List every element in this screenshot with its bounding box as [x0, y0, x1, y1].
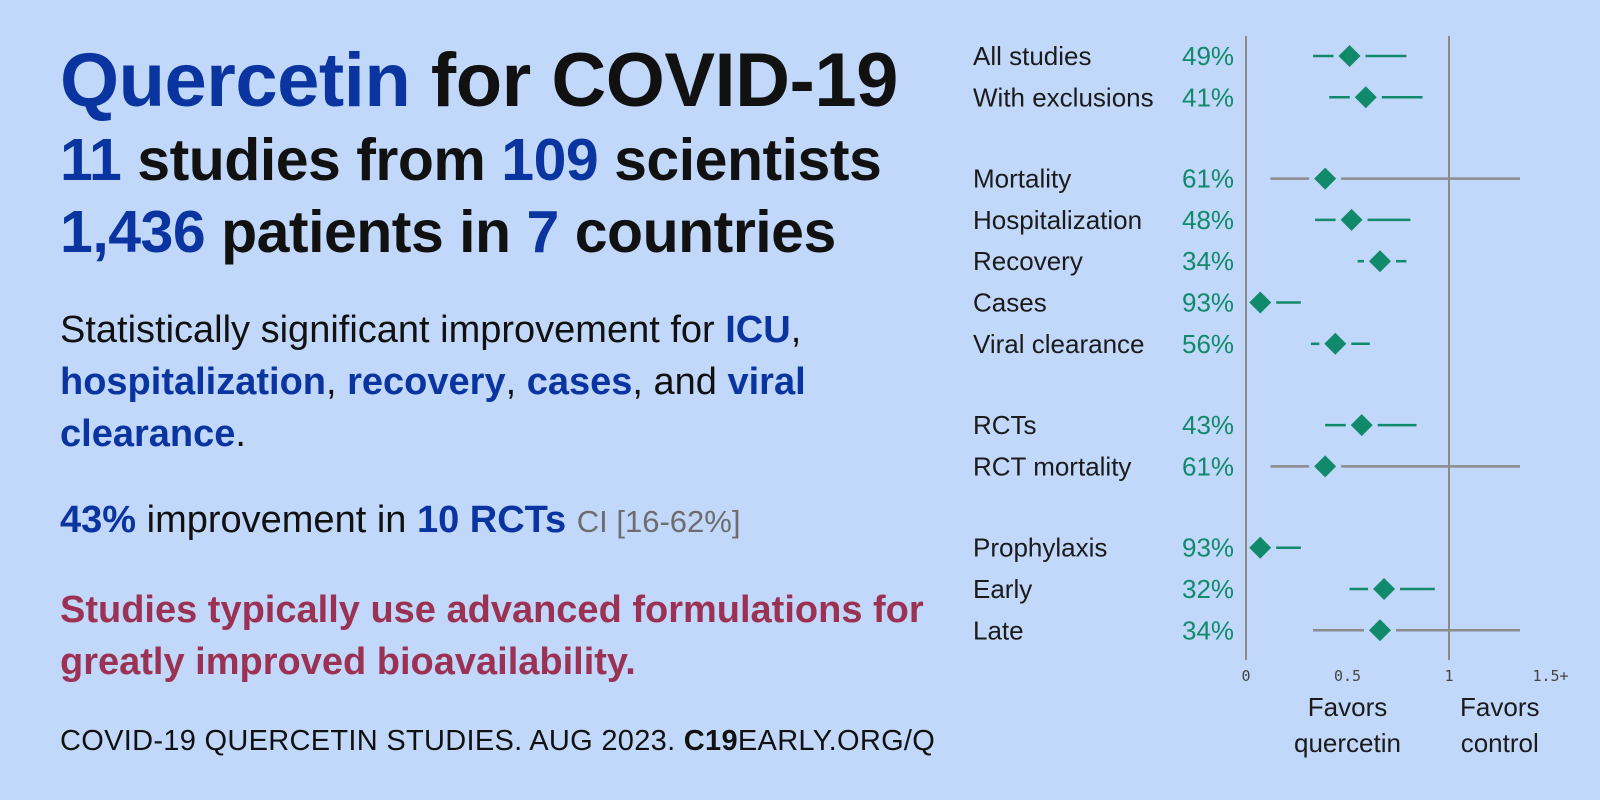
summary-end: .	[235, 413, 246, 455]
row-percent-mortality: 61%	[1182, 164, 1234, 194]
favors-control-label-0: Favors	[1460, 692, 1539, 722]
estimate-diamond-viral-clearance	[1324, 332, 1347, 355]
estimate-diamond-hospitalization	[1340, 208, 1363, 231]
page-title: Quercetin for COVID-19	[60, 38, 940, 124]
headline-panel: Quercetin for COVID-19 11 studies from 1…	[60, 38, 940, 688]
summary-text: Statistically significant improvement fo…	[60, 304, 940, 460]
countries-text: countries	[574, 199, 837, 265]
favors-quercetin-label-0: Favors	[1308, 692, 1387, 722]
estimate-diamond-rct-mortality	[1314, 455, 1337, 478]
row-label-prophylaxis: Prophylaxis	[973, 533, 1107, 563]
countries-count: 7	[526, 199, 560, 265]
row-percent-recovery: 34%	[1182, 246, 1234, 276]
row-percent-prophylaxis: 93%	[1182, 533, 1234, 563]
estimate-diamond-cases	[1249, 291, 1272, 314]
row-percent-cases: 93%	[1182, 288, 1234, 318]
summary-term-icu: ICU	[725, 309, 791, 351]
x-tick-3: 1.5+	[1532, 667, 1568, 685]
x-tick-2: 1	[1444, 667, 1453, 685]
row-label-late: Late	[973, 615, 1024, 645]
patients-count: 1,436	[60, 199, 206, 265]
rct-ci: CI [16-62%]	[576, 504, 741, 539]
row-label-viral-clearance: Viral clearance	[973, 329, 1145, 359]
footer-prefix: COVID-19 QUERCETIN STUDIES. AUG 2023.	[60, 725, 676, 757]
row-label-all-studies: All studies	[973, 41, 1092, 71]
favors-quercetin-label-1: quercetin	[1294, 728, 1401, 758]
x-tick-1: 0.5	[1334, 667, 1361, 685]
summary-sep: ,	[790, 309, 802, 351]
row-percent-rct-mortality: 61%	[1182, 451, 1234, 481]
estimate-diamond-rcts	[1350, 414, 1373, 437]
estimate-diamond-recovery	[1368, 250, 1391, 273]
studies-count: 11	[60, 127, 122, 193]
row-percent-rcts: 43%	[1182, 410, 1234, 440]
summary-sep: ,	[505, 361, 517, 403]
row-percent-late: 34%	[1182, 615, 1234, 645]
drug-name: Quercetin	[60, 38, 411, 123]
estimate-diamond-all-studies	[1338, 45, 1361, 67]
row-label-hospitalization: Hospitalization	[973, 205, 1142, 235]
favors-control-label-1: control	[1461, 728, 1539, 758]
footer-site-bold: C19	[683, 725, 738, 757]
row-percent-viral-clearance: 56%	[1182, 329, 1234, 359]
estimate-diamond-prophylaxis	[1249, 536, 1272, 559]
estimate-diamond-early	[1373, 578, 1396, 600]
estimate-diamond-mortality	[1314, 167, 1337, 190]
row-label-rct-mortality: RCT mortality	[973, 451, 1131, 481]
summary-term-viral-clearance: viral clearance	[60, 361, 806, 455]
row-percent-with-exclusions: 41%	[1182, 82, 1234, 112]
row-label-mortality: Mortality	[973, 164, 1071, 194]
scientists-text: scientists	[614, 127, 882, 193]
patients-text: patients in	[221, 199, 511, 265]
row-percent-all-studies: 49%	[1182, 41, 1234, 71]
summary-term-cases: cases	[526, 361, 633, 403]
formulation-note: Studies typically use advanced formulati…	[60, 589, 924, 683]
row-label-recovery: Recovery	[973, 246, 1083, 276]
row-percent-hospitalization: 48%	[1182, 205, 1234, 235]
x-tick-0: 0	[1241, 667, 1250, 685]
estimate-diamond-late	[1368, 619, 1391, 642]
rct-text: improvement in	[146, 499, 407, 541]
studies-text: studies from	[137, 127, 486, 193]
rct-count: 10 RCTs	[416, 499, 567, 541]
summary-sep: ,	[326, 361, 337, 403]
rct-summary: 43% improvement in 10 RCTs CI [16-62%]	[60, 494, 940, 548]
studies-line: 11 studies from 109 scientists	[60, 124, 940, 196]
row-label-early: Early	[973, 574, 1032, 604]
summary-sep: , and	[632, 361, 717, 403]
scientists-count: 109	[501, 127, 599, 193]
row-percent-early: 32%	[1182, 574, 1234, 604]
title-suffix: for COVID-19	[430, 38, 898, 123]
footer: COVID-19 QUERCETIN STUDIES. AUG 2023. C1…	[60, 725, 935, 758]
summary-term-recovery: recovery	[347, 361, 506, 403]
summary-intro: Statistically significant improvement fo…	[60, 309, 715, 351]
estimate-diamond-with-exclusions	[1354, 86, 1377, 109]
footer-site-rest: EARLY.ORG/Q	[737, 725, 936, 757]
rct-percent: 43%	[60, 499, 137, 541]
row-label-cases: Cases	[973, 288, 1047, 318]
row-label-with-exclusions: With exclusions	[973, 82, 1154, 112]
row-label-rcts: RCTs	[973, 410, 1037, 440]
patients-line: 1,436 patients in 7 countries	[60, 196, 940, 268]
summary-term-hospitalization: hospitalization	[60, 361, 326, 403]
